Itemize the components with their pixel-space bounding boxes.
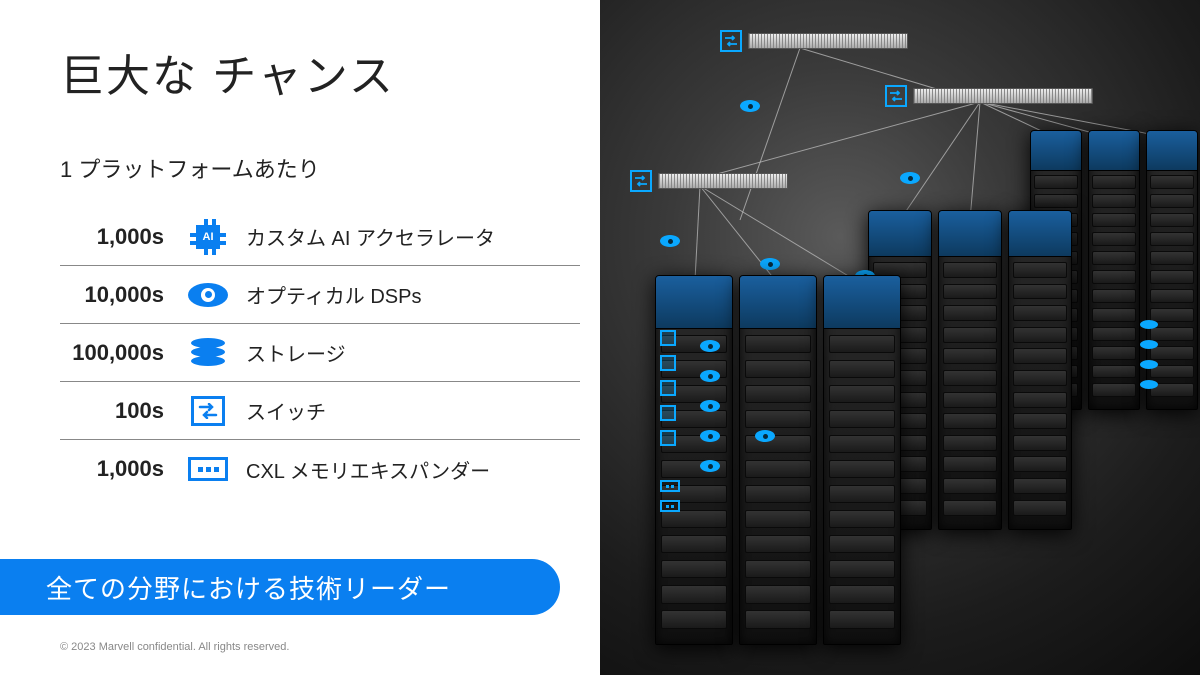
optical-eye-icon xyxy=(700,370,720,382)
switch-bar xyxy=(748,33,908,49)
row-label: スイッチ xyxy=(236,396,326,425)
spec-table: 1,000s AI カスタム AI アクセラレータ 10,000s オプティカル DSP… xyxy=(60,208,580,498)
ai-chip-icon xyxy=(660,405,676,421)
storage-icon xyxy=(191,338,225,368)
ai-chip-icon xyxy=(660,380,676,396)
ai-chip-icon xyxy=(660,355,676,371)
slide-title: 巨大な チャンス xyxy=(60,40,600,104)
row-label: オプティカル DSPs xyxy=(236,280,421,309)
optical-eye-icon xyxy=(700,340,720,352)
cxl-memory-icon xyxy=(188,457,228,481)
network-switch xyxy=(720,30,908,52)
row-label: CXL メモリエキスパンダー xyxy=(236,455,490,484)
switch-bar xyxy=(913,88,1093,104)
spec-row: 100,000s ストレージ xyxy=(60,324,580,382)
switch-icon xyxy=(720,30,742,52)
switch-bar xyxy=(658,173,788,189)
switch-icon xyxy=(885,85,907,107)
row-label: ストレージ xyxy=(236,338,346,367)
storage-icon xyxy=(1140,380,1158,389)
cxl-memory-icon xyxy=(660,500,680,512)
optical-eye-icon xyxy=(660,235,680,247)
optical-eye-icon xyxy=(700,460,720,472)
quantity: 100s xyxy=(60,398,180,424)
server-rack xyxy=(823,275,901,645)
switch-icon xyxy=(630,170,652,192)
network-switch xyxy=(630,170,788,192)
ai-chip-icon xyxy=(660,330,676,346)
optical-eye-icon xyxy=(900,172,920,184)
row-icon: AI xyxy=(180,219,236,255)
spec-row: 10,000s オプティカル DSPs xyxy=(60,266,580,324)
storage-icon xyxy=(1140,320,1158,329)
subtitle: 1 プラットフォームあたり xyxy=(60,152,600,184)
row-icon xyxy=(180,338,236,368)
banner: 全ての分野における技術リーダー xyxy=(0,559,560,615)
quantity: 10,000s xyxy=(60,282,180,308)
optical-eye-icon xyxy=(760,258,780,270)
optical-eye-icon xyxy=(740,100,760,112)
ai-chip-icon: AI xyxy=(190,219,226,255)
spec-row: 100s スイッチ xyxy=(60,382,580,440)
quantity: 100,000s xyxy=(60,340,180,366)
server-rack xyxy=(739,275,817,645)
row-icon xyxy=(180,283,236,307)
slide: 巨大な チャンス 1 プラットフォームあたり 1,000s AI カスタム AI ア… xyxy=(0,0,1200,675)
copyright: © 2023 Marvell confidential. All rights … xyxy=(60,641,289,653)
rack-group xyxy=(655,275,901,645)
row-icon xyxy=(180,457,236,481)
server-rack xyxy=(1008,210,1072,530)
optical-eye-icon xyxy=(700,430,720,442)
spec-row: 1,000s CXL メモリエキスパンダー xyxy=(60,440,580,498)
ai-chip-icon xyxy=(660,430,676,446)
switch-icon xyxy=(191,396,225,426)
quantity: 1,000s xyxy=(60,224,180,250)
quantity: 1,000s xyxy=(60,456,180,482)
row-icon xyxy=(180,396,236,426)
spec-row: 1,000s AI カスタム AI アクセラレータ xyxy=(60,208,580,266)
diagram-panel xyxy=(600,0,1200,675)
row-label: カスタム AI アクセラレータ xyxy=(236,222,495,251)
cxl-memory-icon xyxy=(660,480,680,492)
optical-eye-icon xyxy=(755,430,775,442)
server-rack xyxy=(1088,130,1140,410)
storage-icon xyxy=(1140,340,1158,349)
server-rack xyxy=(938,210,1002,530)
optical-eye-icon xyxy=(700,400,720,412)
storage-icon xyxy=(1140,360,1158,369)
network-switch xyxy=(885,85,1093,107)
optical-eye-icon xyxy=(188,283,228,307)
